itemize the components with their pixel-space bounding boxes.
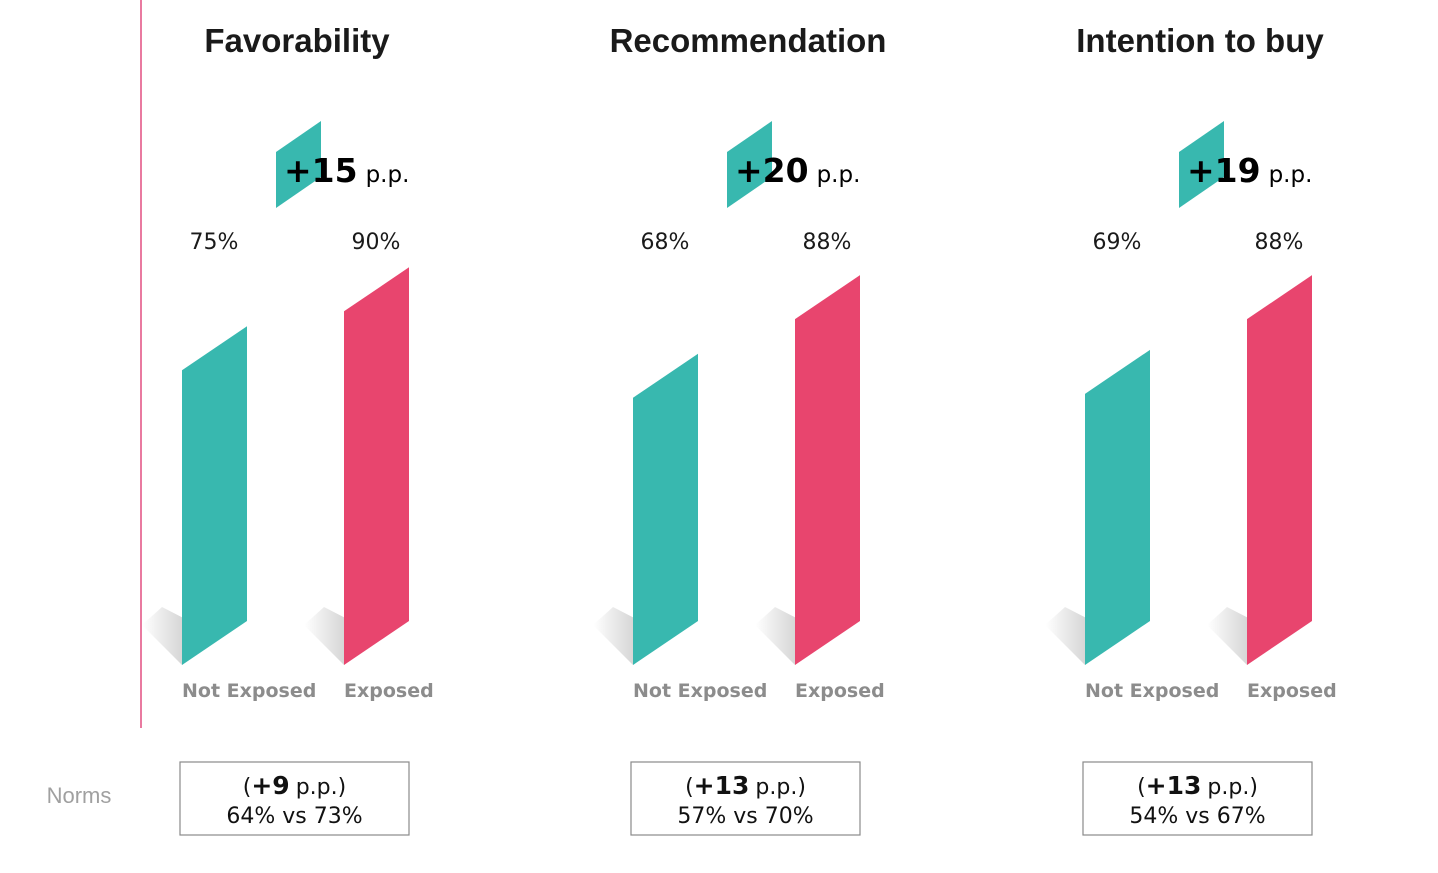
chart-title: Intention to buy xyxy=(1076,22,1324,59)
norms-box xyxy=(179,761,410,836)
value-label: 90% xyxy=(352,230,401,255)
norms-delta: +13 xyxy=(694,771,750,800)
delta-value: +19 xyxy=(1187,151,1261,190)
norms-label: Norms xyxy=(47,783,112,808)
panel-2: Intention to buy 69% Not Exposed 88% Exposed… xyxy=(1045,22,1337,836)
bar-not-exposed xyxy=(633,353,698,665)
category-label: Exposed xyxy=(1247,680,1337,702)
delta-unit: p.p. xyxy=(817,162,861,188)
category-label: Not Exposed xyxy=(1085,680,1219,702)
norms-unit: p.p. xyxy=(1207,775,1249,800)
bar-not-exposed xyxy=(182,326,247,665)
bar-exposed xyxy=(795,275,860,665)
norms-delta-line: (+9 p.p.) xyxy=(243,771,346,800)
norms-comparison: 57% vs 70% xyxy=(677,804,813,829)
bar-exposed xyxy=(344,267,409,665)
delta-badge xyxy=(276,121,321,208)
value-label: 69% xyxy=(1093,230,1142,255)
delta-badge xyxy=(727,121,772,208)
delta-value: +20 xyxy=(735,151,809,190)
chart-title: Recommendation xyxy=(610,22,887,59)
bar-exposed xyxy=(1247,275,1312,665)
value-label: 88% xyxy=(803,230,852,255)
norms-box xyxy=(1082,761,1313,836)
delta-unit: p.p. xyxy=(1269,162,1313,188)
norms-delta: +13 xyxy=(1146,771,1202,800)
category-label: Not Exposed xyxy=(633,680,767,702)
delta-text: +15 p.p. xyxy=(284,151,409,190)
delta-value: +15 xyxy=(284,151,358,190)
norms-delta: +9 xyxy=(251,771,289,800)
norms-unit: p.p. xyxy=(755,775,797,800)
norms-box xyxy=(630,761,861,836)
delta-text: +19 p.p. xyxy=(1187,151,1312,190)
bar-not-exposed xyxy=(1085,349,1150,665)
chart-title: Favorability xyxy=(204,22,390,59)
value-label: 88% xyxy=(1255,230,1304,255)
delta-badge xyxy=(1179,121,1224,208)
value-label: 68% xyxy=(641,230,690,255)
category-label: Exposed xyxy=(344,680,434,702)
norms-unit: p.p. xyxy=(296,775,338,800)
delta-text: +20 p.p. xyxy=(735,151,860,190)
norms-delta-line: (+13 p.p.) xyxy=(685,771,806,800)
norms-delta-line: (+13 p.p.) xyxy=(1137,771,1258,800)
norms-comparison: 54% vs 67% xyxy=(1129,804,1265,829)
panel-0: Favorability 75% Not Exposed 90% Exposed +15 p… xyxy=(142,22,434,836)
category-label: Not Exposed xyxy=(182,680,316,702)
norms-comparison: 64% vs 73% xyxy=(226,804,362,829)
panels: Favorability 75% Not Exposed 90% Exposed +15 p… xyxy=(142,22,1337,836)
panel-1: Recommendation 68% Not Exposed 88% Exposed +2… xyxy=(593,22,887,836)
category-label: Exposed xyxy=(795,680,885,702)
delta-unit: p.p. xyxy=(366,162,410,188)
value-label: 75% xyxy=(190,230,239,255)
